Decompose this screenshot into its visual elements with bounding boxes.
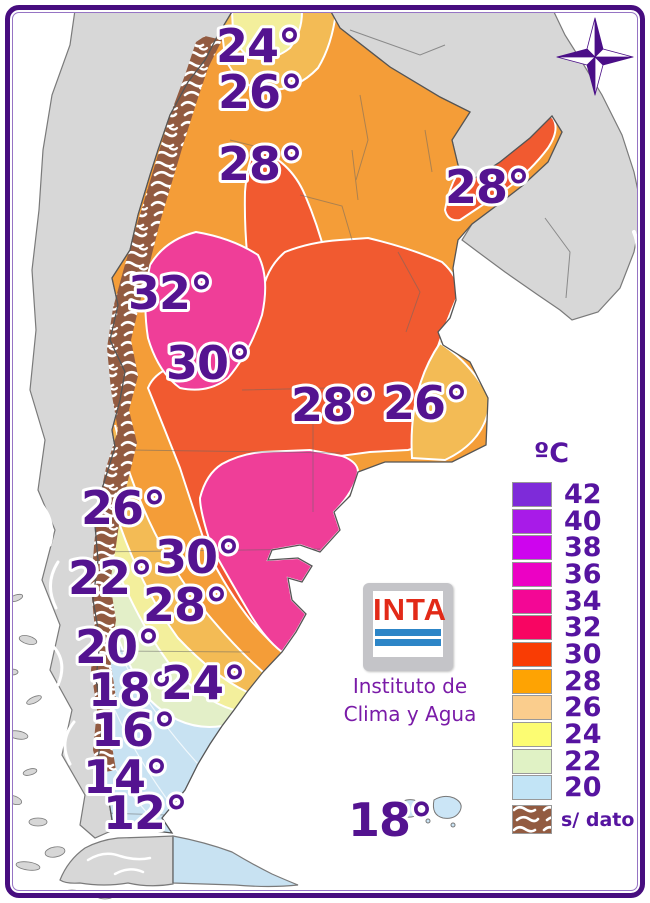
- legend-swatch: [512, 775, 552, 801]
- temperature-label: 26°: [383, 376, 467, 430]
- temperature-label: 14°: [83, 750, 167, 804]
- legend-row: 40: [512, 508, 646, 535]
- legend-swatch: [512, 481, 552, 507]
- tierra-del-fuego-chile: [59, 835, 174, 887]
- temperature-label: 12°: [103, 786, 187, 840]
- legend-swatch: [512, 722, 552, 748]
- temperature-label: 26°: [81, 481, 165, 535]
- temperature-label: 18°: [348, 793, 432, 847]
- zone-26-buenosaires-coast: [410, 341, 492, 462]
- legend-value: 42: [564, 478, 602, 510]
- legend-value: 24: [564, 719, 602, 751]
- legend-value: 26: [564, 692, 602, 724]
- legend-row: 30: [512, 641, 646, 668]
- malvinas-islands: [397, 795, 462, 828]
- legend-value: 28: [564, 665, 602, 697]
- temperature-label: 26°: [218, 65, 302, 119]
- legend-value: 30: [564, 638, 602, 670]
- legend-swatch: [512, 641, 552, 667]
- no-data-label: s/ dato: [561, 808, 635, 831]
- legend-rows: 42 40 38 36 34 32 30 28 26 24 22 20: [512, 481, 646, 801]
- legend-row: 22: [512, 748, 646, 775]
- organization-line1: Instituto de: [352, 674, 468, 698]
- organization-name: Instituto de Clima y Agua: [336, 672, 484, 728]
- temperature-label: 28°: [291, 378, 375, 432]
- legend-swatch: [512, 615, 552, 641]
- temperature-label: 22°: [68, 551, 152, 605]
- temperature-label: 18°: [88, 663, 172, 717]
- inta-logo-text: INTA: [373, 592, 448, 627]
- zone-20-and-below-patagonia: [93, 552, 222, 833]
- temperature-label: 28°: [445, 160, 529, 214]
- legend-row: 28: [512, 668, 646, 695]
- legend-row: 38: [512, 534, 646, 561]
- chilean-fjords: [40, 503, 76, 826]
- temperature-label: 30°: [155, 530, 239, 584]
- organization-line2: Clima y Agua: [343, 702, 477, 726]
- inta-logo-inner: INTA: [373, 591, 448, 657]
- inta-logo: INTA: [363, 583, 453, 671]
- temperature-label: 28°: [218, 137, 302, 191]
- temperature-label: 24°: [161, 656, 245, 710]
- legend-swatch: [512, 695, 552, 721]
- legend-swatch: [512, 588, 552, 614]
- legend-swatch: [512, 535, 552, 561]
- legend-row: 42: [512, 481, 646, 508]
- temperature-label: 30°: [166, 336, 250, 390]
- compass-rose-icon: [556, 17, 634, 96]
- legend-row: 20: [512, 772, 646, 804]
- legend-value: 34: [564, 585, 602, 617]
- legend-row: 26: [512, 692, 646, 724]
- legend-row: 34: [512, 588, 646, 615]
- temperature-label: 24°: [216, 19, 300, 73]
- inta-logo-bar: [375, 629, 441, 636]
- legend-title: ºC: [534, 438, 570, 469]
- temperature-labels: 24° 26° 28° 28° 32° 30° 28° 26° 26° 30° …: [65, 16, 533, 850]
- tierra-del-fuego: [59, 835, 299, 888]
- legend-no-data-row: s/ dato: [512, 805, 646, 835]
- province-border-lines: [94, 94, 433, 816]
- country-border-lines: [349, 29, 571, 299]
- legend-value: 32: [564, 612, 602, 644]
- temperature-label: 32°: [128, 266, 212, 320]
- coastal-islets: [5, 593, 114, 900]
- legend-value: 20: [564, 772, 602, 804]
- andes-no-data-region: [91, 36, 222, 773]
- inta-logo-bar: [375, 639, 441, 646]
- legend-swatch: [512, 748, 552, 774]
- temperature-label: 20°: [75, 620, 159, 674]
- lagoon-detail: [626, 230, 640, 284]
- legend-value: 40: [564, 505, 602, 537]
- legend-row: 24: [512, 721, 646, 748]
- temperature-legend: ºC 42 40 38 36 34 32 30 28 26 24 22 20 s/ dato: [512, 438, 646, 835]
- legend-value: 36: [564, 558, 602, 590]
- legend-row: 36: [512, 561, 646, 588]
- legend-swatch: [512, 668, 552, 694]
- tierra-del-fuego-argentina: [172, 835, 299, 888]
- temperature-label: 28°: [143, 578, 227, 632]
- legend-value: 22: [564, 745, 602, 777]
- legend-swatch: [512, 508, 552, 534]
- legend-value: 38: [564, 532, 602, 564]
- no-data-swatch: [512, 805, 552, 835]
- temperature-label: 16°: [91, 703, 175, 757]
- zone-32-cuyo: [144, 230, 267, 391]
- zone-24-north: [230, 11, 304, 60]
- legend-row: 32: [512, 614, 646, 641]
- argentina-outline: [92, 9, 563, 834]
- legend-swatch: [512, 561, 552, 587]
